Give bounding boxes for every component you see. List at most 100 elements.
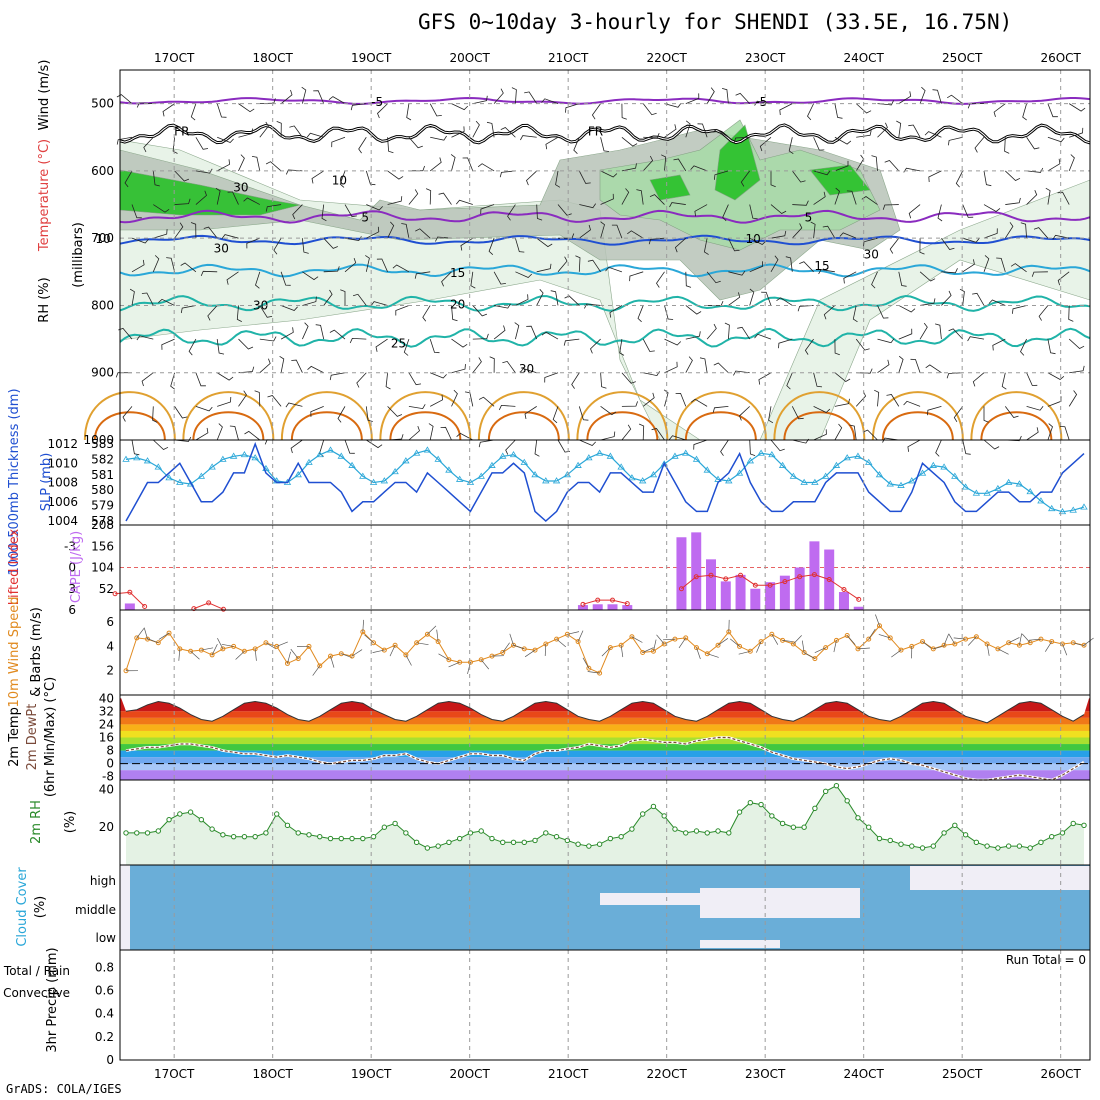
wind-barb-10m bbox=[846, 635, 856, 645]
wind-barb bbox=[502, 360, 516, 373]
thickness-point bbox=[229, 452, 238, 459]
wind-barb bbox=[579, 439, 596, 446]
wind-barb bbox=[455, 199, 473, 205]
wind-barb bbox=[946, 372, 963, 379]
lifted-index-point bbox=[738, 572, 744, 578]
wind-barb bbox=[131, 237, 149, 244]
wind-barb bbox=[387, 170, 404, 180]
wind-speed-point bbox=[920, 639, 926, 645]
wind-barb bbox=[983, 170, 992, 187]
upper-temp-label: Temperature (°C) bbox=[37, 139, 52, 252]
wind-barb bbox=[579, 224, 591, 239]
wind-barb bbox=[505, 439, 516, 455]
pressure-tick-label: 900 bbox=[91, 366, 114, 380]
rh-point bbox=[855, 815, 861, 821]
wind-barb bbox=[229, 425, 239, 441]
rh-point bbox=[177, 811, 183, 817]
wind-barb-10m bbox=[389, 645, 396, 657]
wind-barb bbox=[813, 406, 831, 413]
isotherm-30-arc bbox=[477, 391, 570, 441]
isotherm-label: 10 bbox=[95, 232, 110, 246]
wind-barb bbox=[629, 271, 644, 282]
wind-barb bbox=[920, 298, 936, 306]
slp-tick-label: 1010 bbox=[47, 456, 78, 470]
isotherm-line bbox=[119, 96, 1091, 105]
wind-speed-point bbox=[887, 635, 893, 641]
wind-barb bbox=[329, 329, 346, 340]
wind-barb bbox=[1047, 158, 1061, 172]
wind-speed-point bbox=[812, 656, 818, 662]
wind-speed-point bbox=[338, 651, 344, 657]
wind-barb-10m bbox=[620, 645, 624, 658]
wind-barb bbox=[131, 259, 145, 273]
wind-barb bbox=[988, 299, 1006, 306]
wind-barb bbox=[323, 289, 333, 306]
wind-barb-10m bbox=[1073, 642, 1085, 647]
thickness-point bbox=[122, 455, 130, 462]
wind-barb-10m bbox=[891, 649, 902, 658]
wind-barb bbox=[302, 271, 319, 281]
wind-barb bbox=[207, 305, 218, 321]
thickness-point bbox=[1015, 480, 1024, 487]
rh-point bbox=[381, 824, 388, 830]
isotherm-30-arc bbox=[83, 391, 176, 441]
thickness-point bbox=[1058, 507, 1067, 515]
thickness-point bbox=[143, 457, 152, 464]
thickness-point bbox=[186, 480, 195, 487]
lifted-index-point bbox=[841, 586, 847, 592]
wind-speed-point bbox=[328, 653, 334, 659]
rh-contour-label: 30 bbox=[233, 181, 248, 195]
panel-frame bbox=[119, 609, 1091, 696]
thickness-point bbox=[219, 455, 227, 462]
wind-barb bbox=[1047, 339, 1056, 355]
wind-barb bbox=[215, 187, 221, 205]
wind-barb bbox=[172, 137, 178, 154]
wind-speed-point bbox=[866, 636, 872, 642]
slp-tick-label: 1012 bbox=[47, 437, 78, 451]
wind-barb bbox=[910, 358, 921, 373]
wind-barb bbox=[435, 236, 452, 242]
thickness-point bbox=[789, 472, 798, 479]
thickness-point bbox=[951, 472, 959, 479]
lifted-index-point bbox=[142, 603, 148, 609]
wind-barb bbox=[536, 237, 553, 248]
wind-barb bbox=[244, 430, 261, 441]
wind-barb bbox=[414, 271, 431, 279]
wind-barb bbox=[668, 435, 686, 441]
wind-barb bbox=[664, 361, 678, 374]
wind-barb bbox=[685, 120, 691, 138]
wind-barb bbox=[259, 336, 277, 342]
wind-barb bbox=[908, 124, 921, 138]
x-tick-label-top: 22OCT bbox=[646, 51, 687, 65]
wind-barb bbox=[472, 357, 482, 373]
wind-speed-point bbox=[231, 643, 237, 649]
wind-barb-10m bbox=[276, 641, 288, 647]
wind-barb-10m bbox=[642, 647, 654, 653]
wind-barb bbox=[685, 356, 693, 373]
wind-barb bbox=[578, 406, 589, 421]
wind-barb bbox=[1012, 305, 1027, 314]
wind-barb bbox=[358, 137, 367, 154]
x-tick-label-bottom: 17OCT bbox=[154, 1067, 195, 1081]
wind-barb bbox=[600, 137, 610, 152]
wind-barb bbox=[962, 237, 980, 243]
wind-barb bbox=[693, 439, 708, 450]
x-tick-label-top: 20OCT bbox=[449, 51, 490, 65]
rh-point bbox=[263, 830, 269, 836]
wind-barb bbox=[972, 372, 985, 387]
wind-barb bbox=[600, 406, 617, 416]
wind-barb bbox=[462, 157, 474, 172]
wind-barb bbox=[712, 128, 729, 138]
wind-barb bbox=[451, 389, 458, 407]
rh-point bbox=[230, 833, 237, 840]
wind-barb bbox=[1005, 197, 1021, 205]
wind-barb-10m bbox=[717, 638, 729, 646]
wind-barb bbox=[290, 439, 303, 454]
cape-bar bbox=[577, 605, 588, 610]
rh-point bbox=[500, 839, 506, 846]
wind-barb bbox=[706, 271, 721, 284]
rh-point bbox=[317, 833, 323, 840]
thickness-point bbox=[843, 454, 851, 461]
wind-barb bbox=[280, 89, 293, 104]
